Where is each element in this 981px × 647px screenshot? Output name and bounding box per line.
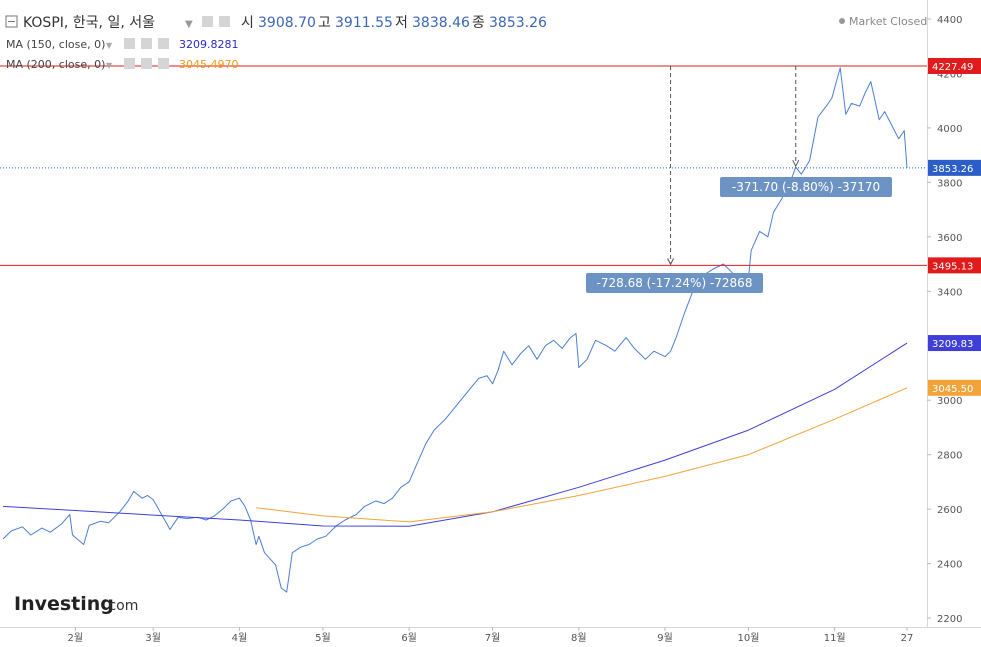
horizontal-line-price-label: 3495.13 (932, 261, 973, 272)
collapse-legend-icon[interactable] (5, 15, 18, 28)
y-tick-label: 4000 (937, 124, 962, 135)
measure-label: -728.68 (-17.24%) -72868 (597, 276, 753, 290)
x-tick-label: 5월 (315, 632, 331, 644)
ma150-value: 3209.8281 (179, 38, 239, 51)
series-price-label: 3853.26 (932, 164, 973, 175)
overlays: -728.68 (-17.24%) -72868 -371.70 (-8.80%)… (586, 65, 892, 293)
y-tick-label: 4200 (937, 69, 962, 80)
series-price-label: 3045.50 (932, 384, 973, 395)
measure-label-box (720, 177, 892, 197)
horizontal-line-price-tag (928, 257, 981, 274)
close-value: 3853.26 (489, 15, 547, 31)
gear-icon[interactable] (219, 16, 230, 27)
x-tick-label: 11월 (824, 632, 846, 644)
close-icon[interactable] (158, 58, 169, 69)
price-axis: 2200240026002800300032003400360038004000… (927, 0, 981, 627)
chevron-down-icon[interactable]: ▼ (106, 61, 113, 70)
measure-arrow-icon (792, 159, 800, 168)
horizontal-line-price-label: 4227.49 (932, 62, 973, 73)
eye-icon[interactable] (124, 38, 135, 49)
plot-area[interactable] (0, 0, 927, 627)
ma200-label[interactable]: MA (200, close, 0) (6, 58, 105, 71)
series-price-label: 3209.83 (932, 339, 973, 350)
symbol-title[interactable]: KOSPI, 한국, 일, 서울 (23, 15, 155, 31)
series-price-tag (928, 379, 981, 396)
open-label: 시 (241, 15, 254, 31)
x-tick-label: 10월 (737, 632, 759, 644)
horizontal-line-price-tag (928, 57, 981, 74)
x-tick-label: 3월 (145, 632, 161, 644)
high-value: 3911.55 (335, 15, 393, 31)
series-price-tag (928, 159, 981, 176)
ma150-label[interactable]: MA (150, close, 0) (6, 38, 105, 51)
chevron-down-icon[interactable]: ▼ (106, 41, 113, 50)
ma200-value: 3045.4970 (179, 58, 239, 71)
close-label: 종 (472, 15, 485, 31)
open-value: 3908.70 (258, 15, 316, 31)
y-tick-label: 3600 (937, 233, 962, 244)
series-ma150-line (2, 342, 908, 527)
gear-icon[interactable] (141, 38, 152, 49)
low-value: 3838.46 (412, 15, 470, 31)
plot-background (0, 0, 927, 627)
logo-suffix: .com (104, 598, 138, 614)
eye-icon[interactable] (124, 58, 135, 69)
y-tick-label: 2200 (937, 614, 962, 625)
x-tick-label: 8월 (571, 632, 587, 644)
investing-logo: Investing .com (14, 593, 138, 615)
x-tick-label: 9월 (657, 632, 673, 644)
measure-label: -371.70 (-8.80%) -37170 (732, 180, 880, 194)
y-tick-label: 2600 (937, 505, 962, 516)
y-tick-label: 4400 (937, 15, 962, 26)
measure-label-box (586, 273, 763, 293)
series-price-tag (928, 335, 981, 352)
x-tick-label: 4월 (232, 632, 248, 644)
series-ma200-line (256, 387, 908, 523)
x-tick-label: 7월 (485, 632, 501, 644)
y-tick-label: 2800 (937, 451, 962, 462)
eye-icon[interactable] (202, 16, 213, 27)
measure-arrow-icon (667, 258, 675, 266)
time-axis: 2월 3월 4월 5월 6월 7월 8월 9월 10월 11월 27 (0, 627, 981, 644)
x-tick-label: 27 (901, 633, 914, 644)
gear-icon[interactable] (141, 58, 152, 69)
x-tick-label: 6월 (401, 632, 417, 644)
chevron-down-icon[interactable]: ▼ (185, 19, 193, 30)
y-tick-label: 2400 (937, 560, 962, 571)
close-icon[interactable] (158, 38, 169, 49)
y-tick-label: 3800 (937, 178, 962, 189)
market-status-dot-icon (839, 18, 845, 24)
market-status: Market Closed (849, 15, 927, 28)
low-label: 저 (395, 15, 408, 31)
chart-legend: KOSPI, 한국, 일, 서울 ▼ 시 3908.70 고 3911.55 저… (5, 15, 927, 71)
x-tick-label: 2월 (68, 632, 84, 644)
high-label: 고 (318, 15, 331, 31)
y-tick-label: 3400 (937, 287, 962, 298)
logo-main: Investing (14, 593, 114, 615)
y-tick-label: 3000 (937, 396, 962, 407)
